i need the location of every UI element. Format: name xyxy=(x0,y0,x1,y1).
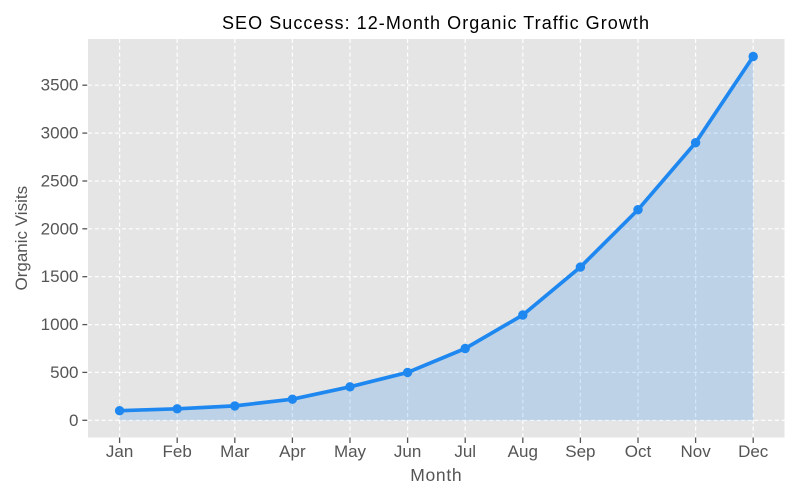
svg-text:2000: 2000 xyxy=(41,219,79,238)
svg-text:Jun: Jun xyxy=(394,442,421,461)
svg-text:Organic Visits: Organic Visits xyxy=(12,186,31,291)
svg-text:Aug: Aug xyxy=(508,442,538,461)
svg-text:Sep: Sep xyxy=(565,442,595,461)
svg-text:500: 500 xyxy=(50,363,78,382)
svg-text:3500: 3500 xyxy=(41,76,79,95)
svg-text:Month: Month xyxy=(410,465,462,485)
svg-text:1500: 1500 xyxy=(41,267,79,286)
svg-text:Dec: Dec xyxy=(738,442,769,461)
svg-text:0: 0 xyxy=(69,411,78,430)
svg-text:Jan: Jan xyxy=(106,442,133,461)
svg-text:Jul: Jul xyxy=(454,442,476,461)
svg-text:May: May xyxy=(334,442,367,461)
svg-text:Nov: Nov xyxy=(680,442,711,461)
svg-text:Mar: Mar xyxy=(220,442,250,461)
svg-text:1000: 1000 xyxy=(41,315,79,334)
svg-text:2500: 2500 xyxy=(41,172,79,191)
svg-text:Apr: Apr xyxy=(279,442,306,461)
svg-text:Oct: Oct xyxy=(625,442,652,461)
svg-text:SEO Success: 12-Month Organic: SEO Success: 12-Month Organic Traffic Gr… xyxy=(222,13,650,33)
svg-text:Feb: Feb xyxy=(163,442,192,461)
svg-text:3000: 3000 xyxy=(41,124,79,143)
